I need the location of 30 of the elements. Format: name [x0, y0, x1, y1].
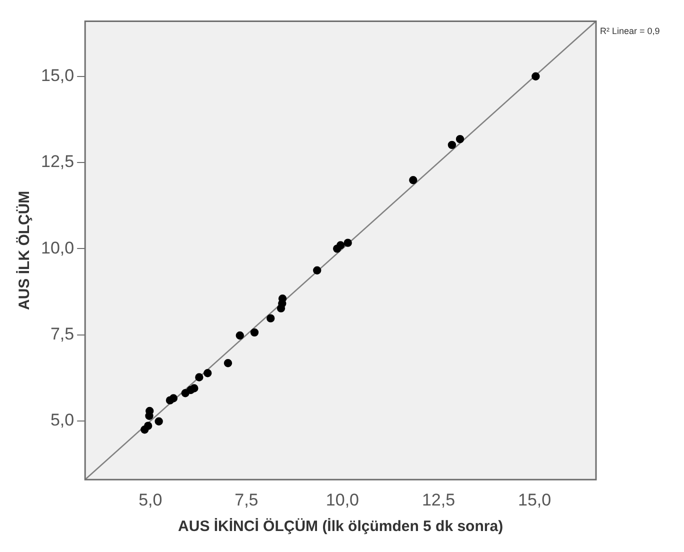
- point: [313, 266, 322, 274]
- y-axis-title: AUS İLK ÖLÇÜM: [16, 190, 34, 310]
- point: [532, 72, 540, 80]
- point: [336, 241, 345, 250]
- x-axis-title: AUS İKİNCİ ÖLÇÜM (İlk ölçümden 5 dk sonra): [178, 518, 504, 536]
- y-tick-label: 5,0: [50, 410, 74, 430]
- x-tick-label: 5,0: [138, 490, 162, 510]
- point: [236, 331, 244, 340]
- y-tick-label: 12,5: [40, 152, 74, 172]
- point: [344, 238, 352, 247]
- point: [204, 369, 212, 378]
- point: [144, 422, 152, 430]
- x-tick-label: 10,0: [326, 490, 360, 510]
- point: [169, 394, 178, 402]
- point: [456, 134, 464, 144]
- text: R² Linear = 0,9: [600, 26, 660, 36]
- point: [250, 328, 259, 337]
- point: [190, 384, 198, 392]
- x-tick-label: 15,0: [518, 490, 552, 510]
- point: [154, 417, 163, 426]
- x-tick-label: 7,5: [234, 490, 258, 510]
- point: [409, 176, 418, 184]
- y-tick-label: 15,0: [40, 66, 74, 86]
- x-tick-label: 12,5: [422, 490, 456, 510]
- point: [224, 359, 232, 368]
- point: [266, 314, 275, 322]
- y-tick-label: 10,0: [40, 238, 74, 258]
- point: [448, 140, 456, 150]
- point: [195, 373, 204, 382]
- y-tick-label: 7,5: [50, 324, 74, 344]
